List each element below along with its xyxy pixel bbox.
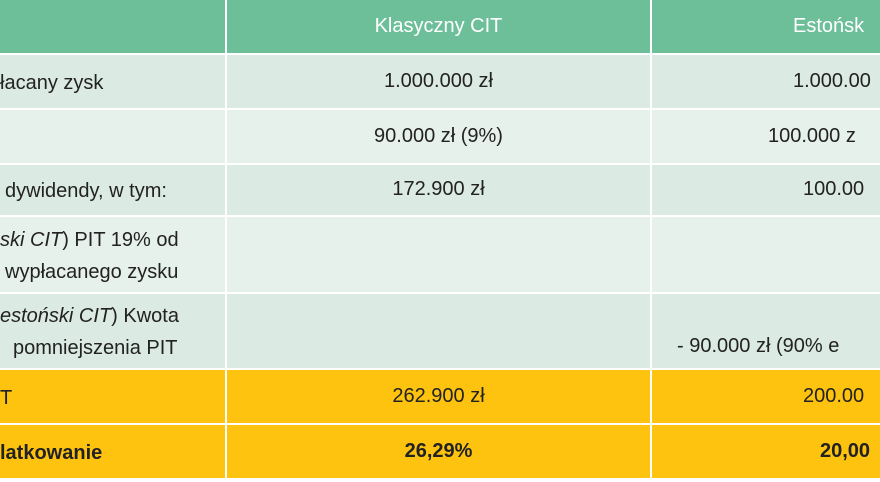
header-cell: Klasyczny CIT <box>227 0 650 53</box>
label-line: pomniejszenia PIT <box>13 337 178 360</box>
value-cell: 90.000 zł (9%) <box>227 110 650 163</box>
header-text: Klasyczny CIT <box>374 15 503 37</box>
cell-text: 1.000.000 zł <box>384 69 493 92</box>
label-line: latkowanie <box>0 442 102 465</box>
label-text: ) PIT 19% od <box>62 228 179 251</box>
italic-text: estoński CIT <box>0 305 112 327</box>
value-cell: - 90.000 zł (90% e <box>652 294 880 368</box>
header-cell: Estońsk <box>652 0 880 53</box>
cell-text: 90.000 zł (9%) <box>374 124 503 147</box>
value-cell: 1.000.000 zł <box>227 55 650 108</box>
label-cell: estoński CIT) Kwota pomniejszenia PIT <box>0 294 225 368</box>
label-cell: łacany zysk <box>0 55 225 108</box>
value-cell: 100.000 z <box>652 110 880 163</box>
label-line: ski CIT) PIT 19% od <box>0 229 179 252</box>
label-line: wypłacanego zysku <box>5 261 178 284</box>
label-cell: T <box>0 370 225 423</box>
label-line: dywidendy, w tym: <box>5 180 167 203</box>
cell-text: 20,00 <box>820 439 871 462</box>
label-text: wypłacanego zysku <box>5 260 179 283</box>
cell-text: 1.000.00 <box>793 69 871 92</box>
label-line: estoński CIT) Kwota <box>0 305 179 328</box>
cell-text: - 90.000 zł (90% e <box>677 335 840 357</box>
label-line: łacany zysk <box>0 72 103 95</box>
cell-text: 172.900 zł <box>392 178 485 200</box>
value-cell: 26,29% <box>227 425 650 478</box>
label-text: ) Kwota <box>111 305 179 327</box>
value-cell <box>227 294 650 368</box>
cell-text: 200.00 <box>803 384 865 407</box>
cell-text: 100.00 <box>803 178 865 200</box>
cell-text: 100.000 z <box>768 124 856 147</box>
label-line: T <box>0 387 12 410</box>
value-cell: 100.00 <box>652 165 880 215</box>
value-cell: 262.900 zł <box>227 370 650 423</box>
label-text: pomniejszenia PIT <box>13 337 178 359</box>
label-text: łacany zysk <box>0 71 104 94</box>
header-text: Estońsk <box>793 15 865 37</box>
label-cell: dywidendy, w tym: <box>0 165 225 215</box>
label-text: latkowanie <box>0 441 103 464</box>
header-cell <box>0 0 225 53</box>
italic-text: ski CIT <box>0 228 63 251</box>
value-cell: 20,00 <box>652 425 880 478</box>
label-text: T <box>0 386 13 409</box>
value-cell <box>652 217 880 292</box>
cell-text: 26,29% <box>404 439 473 462</box>
value-cell: 200.00 <box>652 370 880 423</box>
label-cell <box>0 110 225 163</box>
cell-text: 262.900 zł <box>392 384 485 407</box>
label-cell: latkowanie <box>0 425 225 478</box>
value-cell <box>227 217 650 292</box>
label-cell: ski CIT) PIT 19% od wypłacanego zysku <box>0 217 225 292</box>
value-cell: 172.900 zł <box>227 165 650 215</box>
value-cell: 1.000.00 <box>652 55 880 108</box>
label-text: dywidendy, w tym: <box>5 180 167 202</box>
